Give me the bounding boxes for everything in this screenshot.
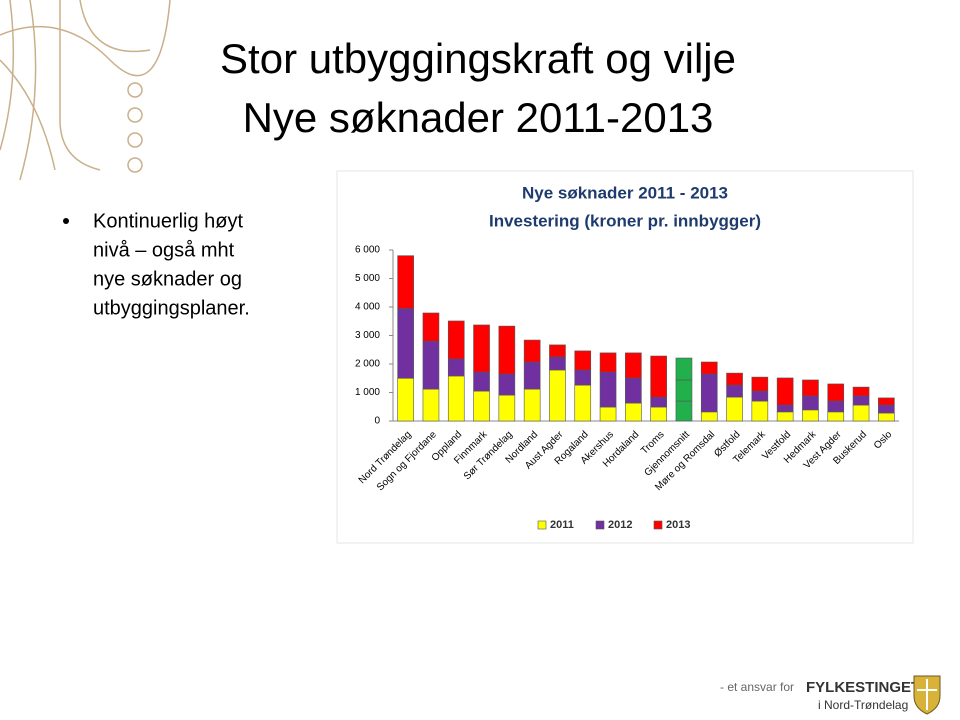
bar-segment xyxy=(574,384,592,422)
bar-segment xyxy=(827,411,845,422)
y-tick-label: 5 000 xyxy=(355,273,380,284)
bullet-text: Kontinuerlig høyt xyxy=(93,210,244,232)
bar-segment xyxy=(726,384,743,398)
bar-segment xyxy=(878,397,895,406)
bar-segment xyxy=(498,325,516,375)
bar-segment xyxy=(726,396,743,422)
bar-segment xyxy=(675,379,693,402)
bar-segment xyxy=(802,379,819,397)
bar-segment xyxy=(447,358,465,377)
bar-segment xyxy=(422,312,440,342)
bar-segment xyxy=(726,372,743,386)
bar-segment xyxy=(700,411,718,422)
footer-prefix: - et ansvar for xyxy=(720,680,794,694)
bar-segment xyxy=(397,308,414,379)
bar-segment xyxy=(878,404,895,414)
bar-segment xyxy=(574,350,592,371)
bar-segment xyxy=(675,400,693,422)
y-tick-label: 3 000 xyxy=(355,330,380,341)
bar-segment xyxy=(776,377,794,406)
bar-segment xyxy=(776,411,794,422)
bar-segment xyxy=(473,371,490,392)
bar-segment xyxy=(447,375,465,422)
bar-segment xyxy=(827,383,845,402)
chart-subtitle: Investering (kroner pr. innbygger) xyxy=(489,211,761,230)
bar-segment xyxy=(599,371,617,408)
slide-title: Stor utbyggingskraft og vilje xyxy=(220,35,736,82)
y-tick-label: 6 000 xyxy=(355,245,380,256)
bar-segment xyxy=(852,386,870,397)
bar-segment xyxy=(776,404,794,413)
bar-segment xyxy=(625,377,642,404)
bar-segment xyxy=(827,400,845,413)
bullet xyxy=(63,218,69,224)
bar-segment xyxy=(422,388,440,422)
bar-segment xyxy=(625,402,642,422)
bar-segment xyxy=(751,400,769,422)
decoration xyxy=(0,0,171,181)
bar-segment xyxy=(422,340,440,390)
bar-segment xyxy=(523,361,541,390)
bar-segment xyxy=(523,388,541,422)
legend-swatch xyxy=(595,520,605,530)
bar-segment xyxy=(447,320,465,360)
bar-segment xyxy=(523,339,541,363)
bar-segment xyxy=(802,409,819,422)
bar-segment xyxy=(549,344,566,358)
bar-segment xyxy=(397,255,414,309)
legend-swatch xyxy=(537,520,547,530)
bar-segment xyxy=(878,412,895,422)
bar-segment xyxy=(675,357,693,381)
bar-segment xyxy=(397,377,414,422)
legend-swatch xyxy=(653,520,663,530)
y-tick-label: 1 000 xyxy=(355,387,380,398)
bar-segment xyxy=(549,369,566,422)
bar-segment xyxy=(751,376,769,392)
bar-segment xyxy=(852,404,870,422)
legend-label: 2011 xyxy=(550,519,574,531)
bullet-text: nivå – også mht xyxy=(93,239,235,261)
bar-segment xyxy=(650,396,667,408)
bar-segment xyxy=(625,352,642,379)
bar-segment xyxy=(802,395,819,411)
footer-brand: FYLKESTINGET xyxy=(806,679,920,696)
bar-segment xyxy=(549,356,566,371)
bar-segment xyxy=(473,390,490,422)
footer-sub: i Nord-Trøndelag xyxy=(818,698,908,712)
bar-segment xyxy=(498,394,516,422)
bar-segment xyxy=(498,373,516,396)
bar-segment xyxy=(574,369,592,386)
bar-segment xyxy=(650,406,667,422)
bar-segment xyxy=(473,324,490,373)
footer: - et ansvar for FYLKESTINGET i Nord-Trøn… xyxy=(720,675,941,715)
legend-label: 2012 xyxy=(608,519,632,531)
bar-segment xyxy=(599,352,617,373)
y-tick-label: 2 000 xyxy=(355,359,380,370)
legend-label: 2013 xyxy=(666,519,690,531)
bar-segment xyxy=(650,355,667,398)
bar-segment xyxy=(700,373,718,413)
chart-title: Nye søknader 2011 - 2013 xyxy=(522,183,728,202)
bar-segment xyxy=(852,395,870,406)
y-tick-label: 4 000 xyxy=(355,302,380,313)
bar-segment xyxy=(751,390,769,402)
bullet-text: utbyggingsplaner. xyxy=(93,297,250,319)
logo-cross xyxy=(917,679,937,710)
bar-segment xyxy=(599,406,617,422)
bar-segment xyxy=(700,361,718,375)
y-tick-label: 0 xyxy=(374,416,380,427)
slide-title: Nye søknader 2011-2013 xyxy=(243,94,714,141)
bullet-text: nye søknader og xyxy=(93,268,242,290)
